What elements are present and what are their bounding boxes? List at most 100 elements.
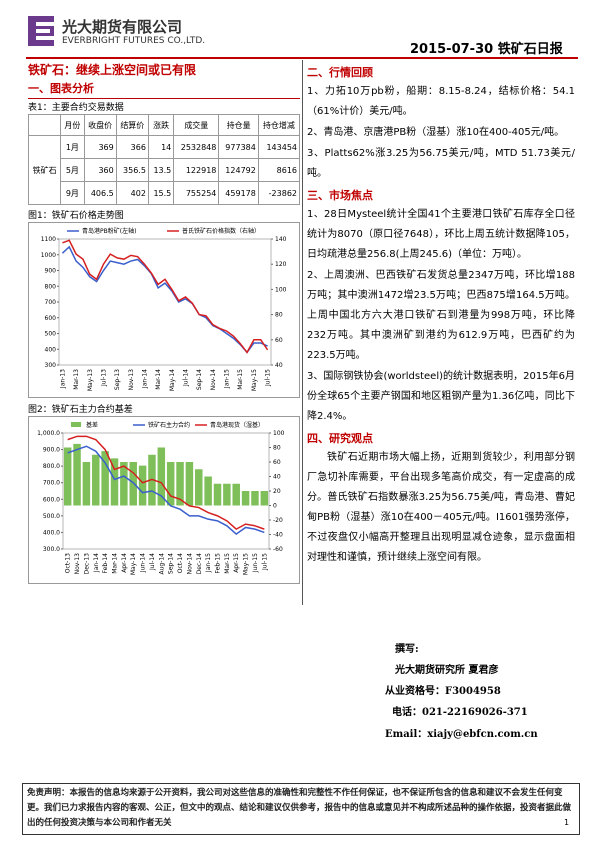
bar <box>63 447 72 506</box>
bar <box>176 462 184 506</box>
line <box>62 239 269 354</box>
bar <box>101 451 109 506</box>
section-heading: 一、图表分析 <box>28 82 94 95</box>
x-tick-label: Oct-14 <box>177 553 184 573</box>
table-cell: 369 <box>83 135 117 159</box>
y-tick-label: 900 <box>45 268 57 275</box>
x-tick-label: Sep-14 <box>168 553 175 574</box>
rule <box>28 98 300 99</box>
bar <box>110 458 119 506</box>
bar <box>120 462 128 506</box>
bar <box>166 462 175 506</box>
x-tick-label: Jun-14 <box>140 553 147 573</box>
y2-tick-label: 40 <box>273 474 281 481</box>
y-tick-label: 300.0 <box>43 546 60 553</box>
y-tick-label: 500 <box>45 331 57 338</box>
company-en: EVERBRIGHT FUTURES CO.,LTD. <box>62 36 206 46</box>
table-cell: 铁矿石 <box>27 135 62 205</box>
x-tick-label: May-15 <box>251 369 258 391</box>
phone: 电话：021-22169026-371 <box>392 707 528 718</box>
table-cell: 5月 <box>60 158 85 182</box>
paragraph: 3、Platts62%涨3.25为56.75美元/吨，MTD 51.73美元/吨… <box>307 148 575 179</box>
paragraph: 1、力拓10万pb粉，船期：8.15-8.24，结标价格：54.1（61%计价）… <box>307 86 575 117</box>
table-cell: 356.5 <box>115 158 149 182</box>
y2-tick-label: -40 <box>273 532 283 539</box>
x-tick-label: Jul-15 <box>261 553 268 571</box>
legend-label: 基差 <box>86 421 98 429</box>
x-tick-label: Jan-15 <box>224 369 231 389</box>
table: 月份 收盘价 结算价 涨跌 成交量 持仓量 持仓增减 铁矿石 1月 369 366 14 253284… <box>27 114 301 205</box>
x-tick-label: Feb-14 <box>102 553 109 574</box>
table-caption: 表1：主要合约交易数据 <box>28 103 124 113</box>
x-tick-label: May-13 <box>87 369 94 391</box>
bar <box>73 443 81 506</box>
x-tick-label: Jan-14 <box>141 369 148 389</box>
table-cell <box>27 114 62 136</box>
bar <box>241 491 250 506</box>
doc-title: 铁矿石：继续上涨空间或已有限 <box>28 63 197 77</box>
legend-swatch <box>71 422 81 427</box>
chart: 300.0 400.0 500.0 600.0 700.0 800.0 900.0 1,000… <box>28 416 300 584</box>
table-row: 5月 360 356.5 13.5 122918 124792 8616 <box>29 158 301 182</box>
x-tick-label: Mar-14 <box>112 553 119 574</box>
bar <box>232 483 240 506</box>
x-tick-label: Jul-15 <box>265 369 272 387</box>
x-tick-label: Mar-13 <box>73 369 80 390</box>
y2-tick-label: 0 <box>273 503 277 510</box>
y2-tick-label: 120 <box>275 261 287 268</box>
y-tick-label: 600 <box>45 315 57 322</box>
paragraph: 铁矿石近期市场大幅上扬，近期到货较少，利用部分钢厂急切补库需要，平台出现多笔高价… <box>307 452 575 563</box>
plot-frame <box>58 238 272 366</box>
x-tick-label: Nov-13 <box>128 369 135 391</box>
legend-label: 青岛港现货（湿基） <box>210 421 264 429</box>
report: 铁矿石日报 <box>497 42 563 57</box>
x-tick-label: Jan-13 <box>59 369 66 389</box>
bar <box>82 462 91 506</box>
x-tick-label: Mar-15 <box>237 369 244 390</box>
line <box>61 245 268 354</box>
header-rule <box>26 57 578 59</box>
bar <box>157 447 166 506</box>
report-date: 2015-07-30 铁矿石日报 <box>410 38 563 57</box>
table-cell: 2532848 <box>173 135 220 159</box>
y2-tick-label: 60 <box>273 459 281 466</box>
company: 光大期货有限公司 <box>62 18 183 36</box>
legend-label: 普氏铁矿石价格指数（右轴） <box>182 227 260 235</box>
bar <box>204 476 212 506</box>
section-heading: 二、行情回顾 <box>307 66 373 79</box>
x-tick-label: Jul-14 <box>149 553 156 571</box>
bar <box>195 469 203 506</box>
paragraph: 2、青岛港、京唐港PB粉（湿基）涨10在400-405元/吨。 <box>307 127 565 138</box>
table-cell: 15.5 <box>147 181 175 205</box>
x-tick-label: Apr-15 <box>233 553 240 573</box>
y-tick-label: 800.0 <box>43 463 60 470</box>
table-header: 月份 <box>60 114 85 136</box>
paragraph: 1、28日Mysteel统计全国41个主要港口铁矿石库存全口径统计为8070（原… <box>307 209 575 260</box>
x-tick-label: Mar-15 <box>224 553 231 574</box>
table-cell: 122918 <box>173 158 220 182</box>
y-tick-label: 500.0 <box>43 513 60 520</box>
y-tick-label: 400 <box>45 346 57 353</box>
table-header: 持仓量 <box>218 114 259 136</box>
x-tick-label: May-14 <box>169 369 176 391</box>
x-tick-label: Jan-14 <box>93 553 100 573</box>
y-tick-label: 800 <box>45 283 57 290</box>
x-tick-label: May-15 <box>243 553 250 575</box>
x-tick-label: Sep-13 <box>114 369 121 390</box>
bar <box>185 462 194 506</box>
table-cell: 406.5 <box>83 181 117 205</box>
x-tick-label: Nov-14 <box>210 369 217 391</box>
author: 光大期货研究所 夏君彦 <box>395 665 499 676</box>
paragraph: 2、上周澳洲、巴西铁矿石发货总量2347万吨，环比增188万吨；其中澳洲1472… <box>307 270 575 361</box>
bar <box>213 483 222 506</box>
line <box>67 445 265 536</box>
table-cell: 977384 <box>218 135 259 159</box>
y2-tick-label: 80 <box>275 312 283 319</box>
table-cell: 360 <box>83 158 117 182</box>
legend-label: 青岛港PB粉矿(左轴) <box>82 227 136 235</box>
x-tick-label: Mar-14 <box>155 369 162 390</box>
y2-tick-label: 80 <box>273 445 281 452</box>
y2-tick-label: 20 <box>273 488 281 495</box>
table-header: 结算价 <box>115 114 149 136</box>
